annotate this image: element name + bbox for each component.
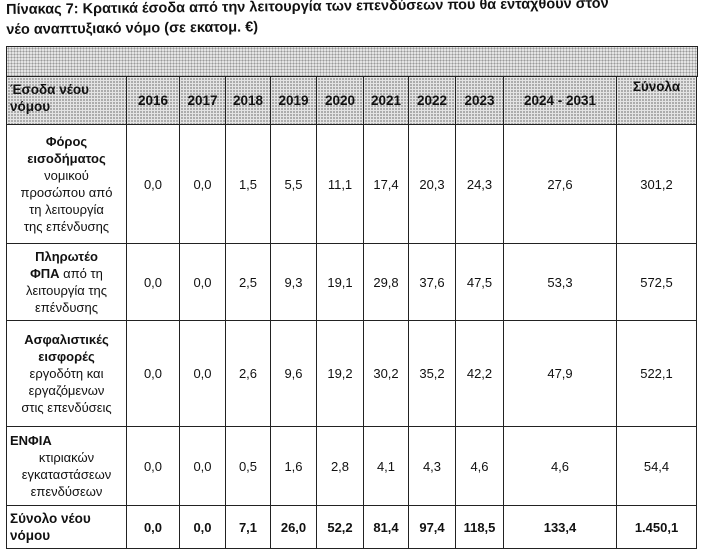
cell-value: 9,3: [270, 243, 317, 321]
cell-value: 4,1: [363, 426, 409, 506]
cell-value: 24,3: [455, 124, 504, 244]
cell-value: 2,5: [225, 243, 271, 321]
cell-sum: 81,4: [363, 505, 409, 549]
cell-value: 0,0: [179, 426, 226, 506]
cell-sum: 52,2: [316, 505, 364, 549]
cell-value: 17,4: [363, 124, 409, 244]
cell-value: 0,5: [225, 426, 271, 506]
row-label-enfia: ΕΝΦΙΑ κτιριακών εγκαταστάσεων επενδύσεων: [6, 426, 127, 506]
cell-sum: 97,4: [408, 505, 456, 549]
cell-value: 47,9: [503, 320, 617, 427]
row-label-income-tax: Φόρος εισοδήματος νομικού προσώπου από τ…: [6, 124, 127, 244]
cell-value: 1,5: [225, 124, 271, 244]
header-row: Έσοδα νέου νόμου 2016 2017 2018 2019 202…: [6, 76, 697, 125]
header-top-band: [6, 46, 698, 77]
cell-value: 19,1: [316, 243, 364, 321]
cell-value: 37,6: [408, 243, 456, 321]
header-year-2024-2031: 2024 - 2031: [503, 76, 617, 125]
cell-sum: 0,0: [126, 505, 180, 549]
header-year-2016: 2016: [126, 76, 180, 125]
cell-value: 2,6: [225, 320, 271, 427]
cell-value: 0,0: [126, 124, 180, 244]
cell-sum: 133,4: [503, 505, 617, 549]
cell-value: 47,5: [455, 243, 504, 321]
header-year-2019: 2019: [270, 76, 317, 125]
cell-total: 54,4: [616, 426, 697, 506]
table-caption: Πίνακας 7: Κρατικά έσοδα από την λειτουρ…: [6, 0, 696, 40]
table-row: Ασφαλιστικές εισφορές εργοδότη και εργαζ…: [6, 320, 697, 427]
cell-value: 9,6: [270, 320, 317, 427]
row-label-vat: Πληρωτέο ΦΠΑ από τη λειτουργία της επένδ…: [6, 243, 127, 321]
cell-total: 522,1: [616, 320, 697, 427]
header-year-2017: 2017: [179, 76, 226, 125]
header-year-2021: 2021: [363, 76, 409, 125]
cell-value: 42,2: [455, 320, 504, 427]
table-row: ΕΝΦΙΑ κτιριακών εγκαταστάσεων επενδύσεων…: [6, 426, 697, 506]
cell-value: 4,6: [455, 426, 504, 506]
cell-grand-total: 1.450,1: [616, 505, 697, 549]
cell-value: 20,3: [408, 124, 456, 244]
cell-value: 0,0: [179, 320, 226, 427]
row-label-insurance: Ασφαλιστικές εισφορές εργοδότη και εργαζ…: [6, 320, 127, 427]
header-year-2022: 2022: [408, 76, 456, 125]
cell-sum: 26,0: [270, 505, 317, 549]
header-label: Έσοδα νέου νόμου: [6, 76, 127, 125]
cell-value: 0,0: [126, 426, 180, 506]
revenue-table: Έσοδα νέου νόμου 2016 2017 2018 2019 202…: [6, 76, 697, 549]
table-row: Φόρος εισοδήματος νομικού προσώπου από τ…: [6, 124, 697, 244]
cell-value: 5,5: [270, 124, 317, 244]
cell-sum: 0,0: [179, 505, 226, 549]
sum-row: Σύνολο νέου νόμου 0,0 0,0 7,1 26,0 52,2 …: [6, 505, 697, 549]
row-label-sum: Σύνολο νέου νόμου: [6, 505, 127, 549]
table-row: Πληρωτέο ΦΠΑ από τη λειτουργία της επένδ…: [6, 243, 697, 321]
cell-sum: 7,1: [225, 505, 271, 549]
cell-value: 0,0: [126, 243, 180, 321]
cell-value: 0,0: [126, 320, 180, 427]
header-year-2023: 2023: [455, 76, 504, 125]
cell-value: 1,6: [270, 426, 317, 506]
cell-value: 53,3: [503, 243, 617, 321]
cell-value: 29,8: [363, 243, 409, 321]
cell-value: 19,2: [316, 320, 364, 427]
cell-total: 301,2: [616, 124, 697, 244]
cell-value: 35,2: [408, 320, 456, 427]
cell-sum: 118,5: [455, 505, 504, 549]
cell-value: 30,2: [363, 320, 409, 427]
cell-value: 0,0: [179, 124, 226, 244]
header-total: Σύνολα: [616, 76, 697, 125]
cell-value: 0,0: [179, 243, 226, 321]
cell-value: 4,3: [408, 426, 456, 506]
cell-value: 11,1: [316, 124, 364, 244]
cell-value: 27,6: [503, 124, 617, 244]
header-year-2020: 2020: [316, 76, 364, 125]
cell-value: 2,8: [316, 426, 364, 506]
header-year-2018: 2018: [225, 76, 271, 125]
cell-value: 4,6: [503, 426, 617, 506]
cell-total: 572,5: [616, 243, 697, 321]
